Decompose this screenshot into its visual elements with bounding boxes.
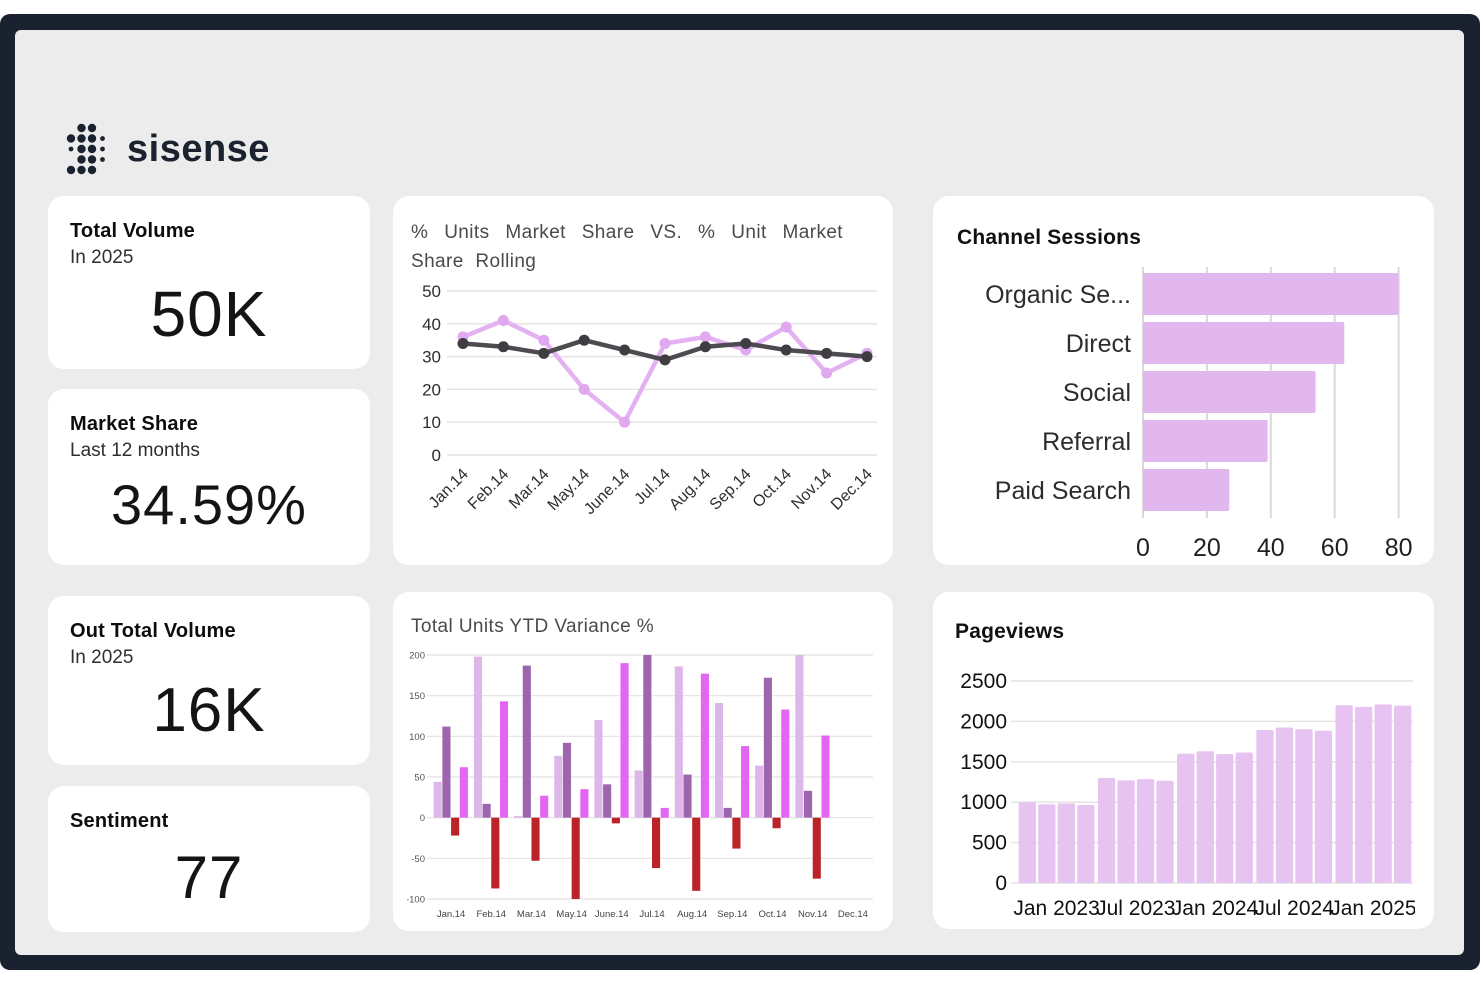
pageviews-card: Pageviews 0 500 1000 1500 2000 2500 Jan 2023 Ju… (933, 592, 1434, 929)
svg-text:Jul 2023: Jul 2023 (1096, 897, 1175, 920)
kpi-subtitle: In 2025 (70, 647, 134, 668)
svg-text:30: 30 (422, 347, 441, 366)
ytd-variance-card: Total Units YTD Variance % 200 150 100 50 0 -… (393, 592, 893, 931)
svg-text:80: 80 (1385, 534, 1413, 562)
svg-text:Oct.14: Oct.14 (759, 909, 787, 920)
dashboard-canvas: sisense Total Volume In 2025 50K Market … (15, 30, 1464, 955)
svg-text:200: 200 (409, 651, 425, 662)
kpi-card-market-share: Market Share Last 12 months 34.59% (48, 389, 370, 565)
svg-text:0: 0 (432, 446, 441, 465)
market-share-line-chart-card: % Units Market Share VS. % Unit Market S… (393, 196, 893, 565)
channel-sessions-card: Channel Sessions 0 20 40 60 80 Organic Se... D… (933, 196, 1434, 565)
svg-text:20: 20 (1193, 534, 1221, 562)
kpi-title: Total Volume (70, 220, 195, 242)
svg-text:June.14: June.14 (581, 466, 633, 518)
svg-text:Organic Se...: Organic Se... (985, 281, 1131, 309)
svg-text:Jan 2024: Jan 2024 (1172, 897, 1259, 920)
svg-text:June.14: June.14 (595, 909, 629, 920)
svg-text:Feb.14: Feb.14 (465, 466, 512, 513)
svg-text:Jan 2023: Jan 2023 (1013, 897, 1099, 920)
svg-text:40: 40 (422, 315, 441, 334)
svg-text:Feb.14: Feb.14 (476, 909, 506, 920)
kpi-value: 50K (150, 278, 268, 350)
svg-text:0: 0 (420, 814, 425, 825)
svg-text:100: 100 (409, 732, 425, 743)
svg-text:Jul.14: Jul.14 (639, 909, 664, 920)
svg-text:Dec.14: Dec.14 (828, 466, 876, 514)
pageviews-title: Pageviews (955, 620, 1065, 643)
svg-text:1000: 1000 (960, 791, 1007, 814)
svg-text:2000: 2000 (960, 710, 1007, 733)
kpi-value: 16K (152, 676, 266, 745)
sisense-logo: sisense (65, 118, 270, 180)
svg-text:Nov.14: Nov.14 (788, 466, 835, 513)
channel-sessions-chart[interactable]: 0 20 40 60 80 Organic Se... Direct Social Referr… (957, 259, 1417, 577)
svg-text:Direct: Direct (1066, 330, 1131, 358)
sisense-logo-text: sisense (127, 127, 270, 170)
svg-text:Jul 2024: Jul 2024 (1254, 897, 1334, 920)
svg-text:Oct.14: Oct.14 (750, 466, 795, 511)
kpi-subtitle: Last 12 months (70, 440, 200, 461)
svg-text:Jan.14: Jan.14 (426, 466, 472, 512)
svg-text:2500: 2500 (960, 670, 1007, 693)
channel-sessions-title: Channel Sessions (957, 226, 1142, 249)
svg-text:Dec.14: Dec.14 (838, 909, 868, 920)
line-chart-title: % Units Market Share VS. % Unit Market S… (411, 222, 843, 273)
svg-text:Mar.14: Mar.14 (506, 466, 553, 513)
svg-text:Jan 2025: Jan 2025 (1330, 897, 1415, 920)
kpi-card-sentiment: Sentiment 77 (48, 786, 370, 932)
svg-text:10: 10 (422, 413, 441, 432)
svg-text:50: 50 (422, 282, 441, 301)
svg-text:Referral: Referral (1042, 428, 1131, 456)
market-share-line-chart[interactable]: 01020304050Jan.14Feb.14Mar.14May.14June.… (411, 277, 881, 547)
svg-text:1500: 1500 (960, 750, 1007, 773)
ytd-variance-title: Total Units YTD Variance % (411, 616, 655, 637)
svg-text:Sep.14: Sep.14 (717, 909, 747, 920)
svg-text:May.14: May.14 (556, 909, 586, 920)
kpi-card-out-total-volume: Out Total Volume In 2025 16K (48, 596, 370, 765)
svg-text:Nov.14: Nov.14 (798, 909, 827, 920)
svg-text:40: 40 (1257, 534, 1285, 562)
svg-text:Mar.14: Mar.14 (517, 909, 546, 920)
kpi-title: Out Total Volume (70, 620, 236, 642)
svg-text:0: 0 (1136, 534, 1150, 562)
svg-text:Social: Social (1063, 379, 1131, 407)
svg-text:Jan.14: Jan.14 (437, 909, 466, 920)
kpi-title: Sentiment (70, 810, 169, 832)
svg-text:60: 60 (1321, 534, 1349, 562)
ytd-variance-chart[interactable]: 200 150 100 50 0 -50 -100 Jan.14 Feb.14 Mar.14 May… (407, 645, 879, 927)
kpi-card-total-volume: Total Volume In 2025 50K (48, 196, 370, 369)
kpi-title: Market Share (70, 413, 199, 435)
svg-text:150: 150 (409, 692, 425, 703)
svg-text:0: 0 (995, 872, 1007, 895)
svg-text:Aug.14: Aug.14 (666, 466, 714, 514)
kpi-value: 34.59% (111, 473, 307, 536)
svg-text:Sep.14: Sep.14 (707, 466, 755, 514)
kpi-value: 77 (174, 844, 244, 911)
svg-text:-50: -50 (411, 854, 425, 865)
svg-text:Paid Search: Paid Search (995, 477, 1131, 505)
svg-text:500: 500 (972, 831, 1007, 854)
svg-text:20: 20 (422, 380, 441, 399)
svg-text:50: 50 (414, 773, 425, 784)
sisense-logo-icon (66, 123, 105, 175)
dashboard-frame: sisense Total Volume In 2025 50K Market … (0, 14, 1480, 970)
svg-text:-100: -100 (407, 895, 425, 906)
svg-text:Aug.14: Aug.14 (677, 909, 707, 920)
kpi-subtitle: In 2025 (70, 247, 134, 268)
